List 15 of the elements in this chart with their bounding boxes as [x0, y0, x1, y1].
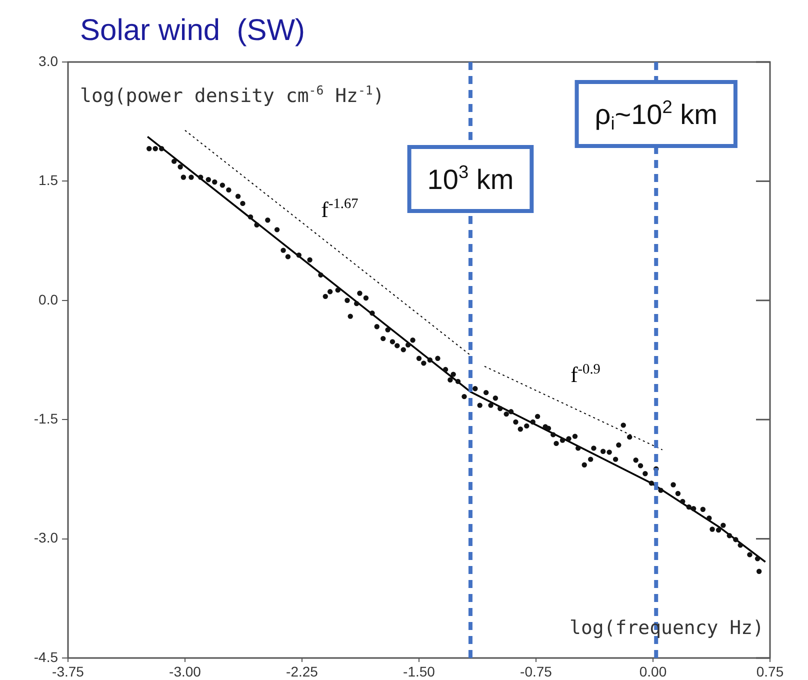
- x-tick-label: -1.50: [403, 663, 436, 680]
- y-tick-label: -4.5: [34, 648, 58, 665]
- y-tick-label: -1.5: [34, 410, 58, 426]
- x-tick-label: -0.75: [520, 663, 552, 680]
- y-tick-label: 3.0: [38, 52, 58, 69]
- x-tick-label: -3.00: [169, 663, 202, 680]
- x-tick-label: -3.75: [52, 663, 84, 680]
- x-axis-title: log(frequency Hz): [570, 617, 764, 639]
- x-tick-label: 0.75: [756, 663, 784, 680]
- x-tick-label: -2.25: [286, 663, 318, 680]
- chart-title: Solar wind (SW): [80, 14, 306, 47]
- y-tick-label: -3.0: [34, 530, 58, 546]
- x-tick-label: 0.00: [639, 663, 667, 680]
- y-tick-label: 0.0: [38, 291, 58, 308]
- y-tick-label: 1.5: [38, 172, 58, 188]
